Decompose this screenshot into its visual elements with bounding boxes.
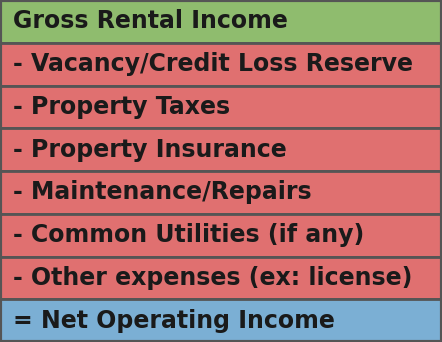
- FancyBboxPatch shape: [0, 299, 442, 342]
- FancyBboxPatch shape: [0, 0, 442, 43]
- Text: - Vacancy/Credit Loss Reserve: - Vacancy/Credit Loss Reserve: [13, 52, 413, 76]
- Text: - Property Insurance: - Property Insurance: [13, 137, 287, 162]
- Text: - Property Taxes: - Property Taxes: [13, 95, 230, 119]
- FancyBboxPatch shape: [0, 128, 442, 171]
- Text: = Net Operating Income: = Net Operating Income: [13, 308, 335, 333]
- FancyBboxPatch shape: [0, 171, 442, 214]
- Text: - Other expenses (ex: license): - Other expenses (ex: license): [13, 266, 413, 290]
- FancyBboxPatch shape: [0, 86, 442, 128]
- Text: Gross Rental Income: Gross Rental Income: [13, 9, 288, 34]
- FancyBboxPatch shape: [0, 256, 442, 299]
- FancyBboxPatch shape: [0, 214, 442, 256]
- Text: - Maintenance/Repairs: - Maintenance/Repairs: [13, 180, 312, 205]
- FancyBboxPatch shape: [0, 43, 442, 86]
- Text: - Common Utilities (if any): - Common Utilities (if any): [13, 223, 365, 247]
